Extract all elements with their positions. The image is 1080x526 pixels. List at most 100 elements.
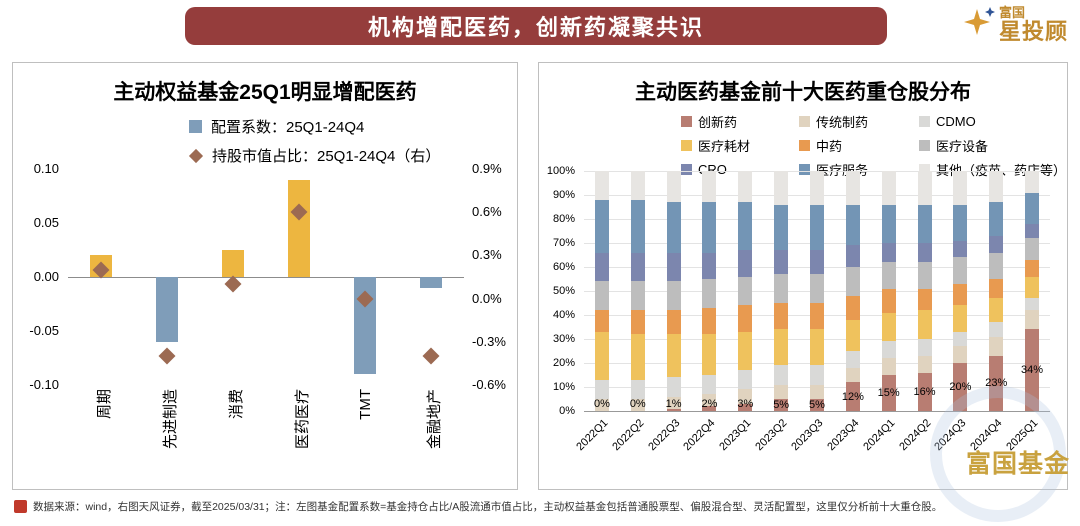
stack-segment	[666, 310, 681, 335]
stack-segment	[594, 252, 609, 282]
zero-axis-line	[68, 277, 464, 278]
stack-segment	[953, 240, 968, 258]
stack-segment	[881, 288, 896, 313]
left-axis-tick: -0.05	[29, 323, 59, 338]
stack-segment	[774, 384, 789, 399]
stack-segment	[953, 283, 968, 306]
stack-segment	[881, 341, 896, 359]
stack-segment	[845, 245, 860, 267]
stack-segment	[845, 382, 860, 411]
left-chart-title: 主动权益基金25Q1明显增配医药	[113, 81, 417, 104]
x-axis-line	[584, 411, 1050, 412]
legend-label: 中药	[816, 139, 843, 154]
stack-segment	[917, 355, 932, 373]
stack-segment	[666, 171, 681, 203]
stack-segment	[630, 334, 645, 380]
stack-segment	[702, 334, 717, 375]
diamond-marker	[188, 148, 204, 163]
innovative-drug-share-label: 34%	[1021, 364, 1044, 377]
left-x-label: 消费	[228, 389, 245, 420]
y-axis-tick: 100%	[546, 165, 575, 177]
holding-share-diamond	[224, 275, 242, 293]
stack-segment	[810, 399, 824, 411]
legend-swatch	[919, 164, 930, 175]
stack-segment	[1025, 223, 1040, 239]
square-marker	[189, 120, 202, 133]
legend-swatch	[799, 140, 810, 151]
y-axis-tick: 90%	[552, 189, 575, 201]
stack-segment	[917, 339, 932, 356]
stack-segment	[989, 202, 1004, 236]
stack-segment	[666, 202, 681, 253]
stack-segment	[594, 379, 609, 399]
stack-segment	[774, 274, 789, 303]
right-legend-item: 医疗设备	[919, 136, 1069, 155]
stack-segment	[738, 370, 753, 390]
y-axis-tick: 60%	[552, 261, 575, 273]
holding-share-diamond	[422, 347, 440, 365]
watermark-text: 富国基金	[966, 450, 1071, 478]
stack-segment	[702, 252, 717, 279]
stack-segment	[702, 279, 717, 308]
stack-segment	[774, 303, 789, 330]
stack-segment	[881, 358, 896, 375]
stack-segment	[594, 331, 609, 380]
legend-label: 传统制药	[816, 115, 869, 130]
allocation-bar	[288, 179, 310, 277]
stack-segment	[630, 281, 645, 311]
stack-segment	[989, 322, 1004, 337]
left-axis-tick: 0.10	[33, 161, 59, 176]
stack-segment	[666, 334, 681, 378]
innovative-drug-share-label: 16%	[913, 385, 936, 398]
stack-segment	[989, 252, 1004, 279]
stack-segment	[702, 307, 717, 335]
right-axis-tick: 0.6%	[472, 204, 502, 220]
stack-segment	[881, 312, 896, 342]
stack-segment	[845, 295, 860, 320]
stack-segment	[917, 171, 932, 205]
stack-segment	[917, 288, 932, 311]
right-axis-tick: -0.6%	[472, 377, 506, 392]
legend-swatch	[919, 116, 930, 127]
left-x-label: 先进制造	[162, 389, 179, 450]
stack-segment	[845, 267, 860, 296]
legend-label: 持股市值占比：25Q1-24Q4（右）	[212, 148, 441, 165]
legend-swatch	[799, 116, 810, 127]
stack-segment	[881, 171, 896, 205]
stack-segment	[989, 235, 1004, 253]
right-axis-tick: 0.0%	[472, 290, 502, 306]
stack-segment	[810, 250, 824, 275]
stack-segment	[845, 171, 860, 205]
innovative-drug-share-label: 3%	[737, 398, 754, 410]
stack-segment	[917, 204, 932, 243]
stack-segment	[1025, 310, 1040, 330]
logo-name-text: 星投顾	[998, 18, 1068, 44]
stack-segment	[738, 276, 753, 306]
innovative-drug-share-label: 15%	[877, 387, 900, 399]
stack-segment	[702, 171, 717, 203]
stack-segment	[917, 243, 932, 263]
holdings-chart-plot: 0% 0% 1% 2% 3% 5% 5% 12% 15% 16% 20% 23% 34%	[584, 171, 1050, 412]
stack-segment	[881, 204, 896, 243]
stack-segment	[881, 243, 896, 263]
stack-segment	[774, 365, 789, 385]
innovative-drug-share-label: 1%	[665, 398, 682, 410]
stack-segment	[953, 171, 968, 205]
stack-segment	[845, 367, 860, 383]
stack-segment	[810, 365, 824, 385]
stack-segment	[881, 375, 896, 411]
legend-label: 医疗耗材	[698, 139, 751, 154]
stack-segment	[774, 329, 789, 366]
holding-share-diamond	[158, 347, 176, 365]
left-axis-tick: -0.10	[29, 377, 59, 392]
stack-segment	[810, 171, 824, 205]
stack-segment	[630, 379, 645, 399]
percent-axis-ticks: 100% 90% 80% 70% 60% 50% 40% 30% 20% 10% 0%	[539, 165, 579, 417]
right-axis-tick: 0.3%	[472, 247, 502, 263]
stack-segment	[666, 396, 681, 409]
footer-logo-icon	[14, 500, 27, 513]
stack-segment	[810, 274, 824, 303]
legend-label: 医疗设备	[936, 139, 989, 154]
stack-segment	[666, 377, 681, 397]
stack-segment	[845, 319, 860, 351]
